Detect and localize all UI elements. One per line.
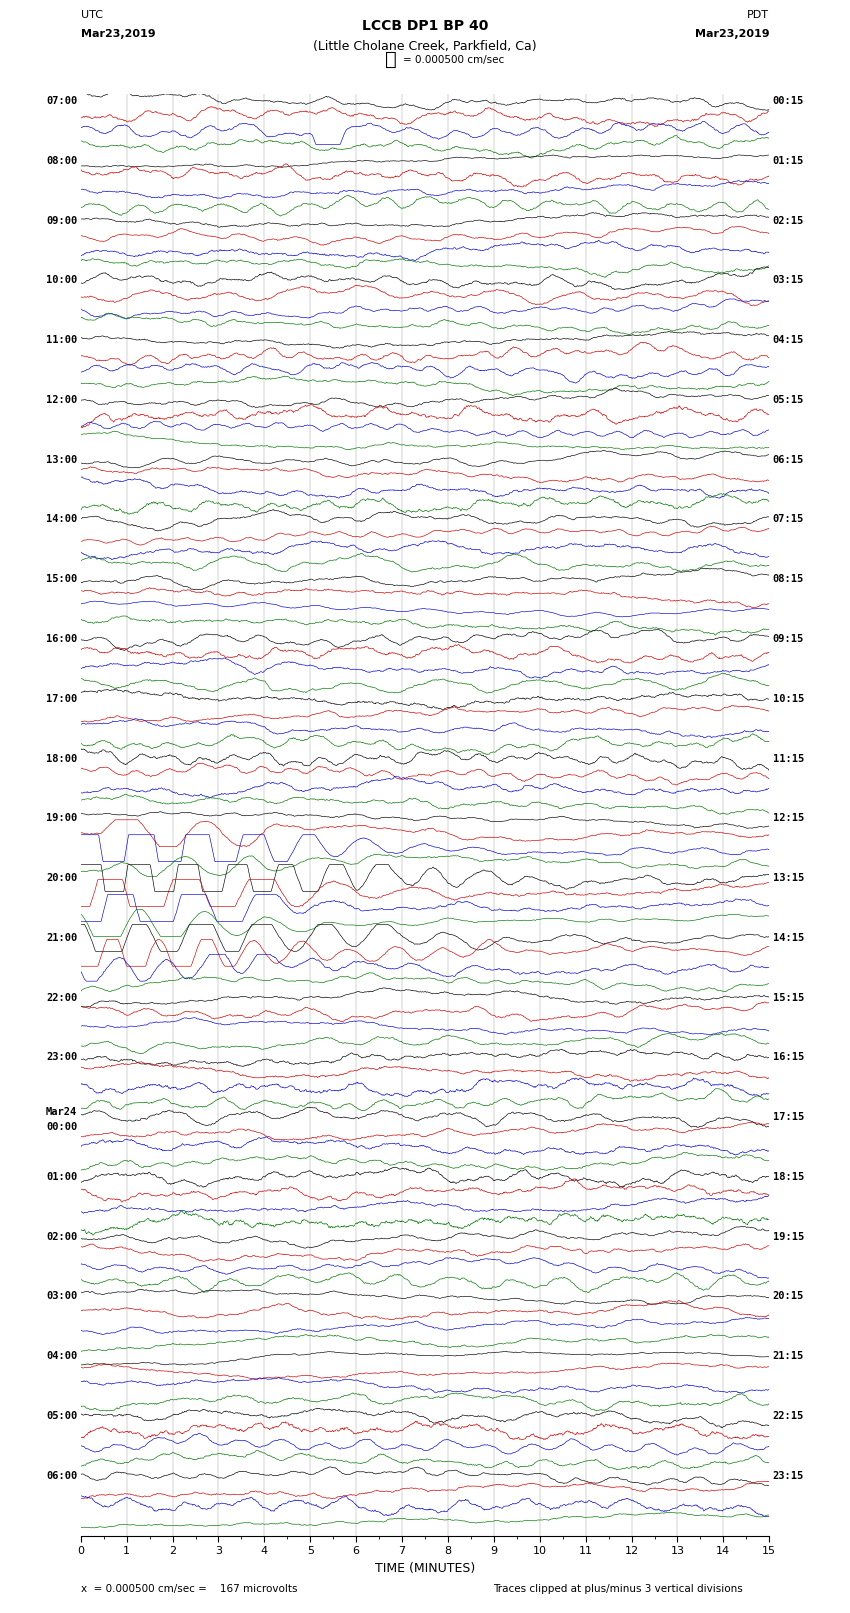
Text: x  = 0.000500 cm/sec =    167 microvolts: x = 0.000500 cm/sec = 167 microvolts bbox=[81, 1584, 298, 1594]
Text: 02:00: 02:00 bbox=[46, 1232, 77, 1242]
Text: (Little Cholane Creek, Parkfield, Ca): (Little Cholane Creek, Parkfield, Ca) bbox=[313, 40, 537, 53]
Text: 02:15: 02:15 bbox=[773, 216, 804, 226]
Text: 12:15: 12:15 bbox=[773, 813, 804, 823]
Text: 06:15: 06:15 bbox=[773, 455, 804, 465]
Text: 11:15: 11:15 bbox=[773, 753, 804, 763]
Text: 15:15: 15:15 bbox=[773, 992, 804, 1003]
Text: 11:00: 11:00 bbox=[46, 336, 77, 345]
Text: LCCB DP1 BP 40: LCCB DP1 BP 40 bbox=[362, 19, 488, 34]
Text: 16:15: 16:15 bbox=[773, 1052, 804, 1063]
Text: = 0.000500 cm/sec: = 0.000500 cm/sec bbox=[403, 55, 504, 65]
Text: 23:00: 23:00 bbox=[46, 1052, 77, 1063]
Text: 03:00: 03:00 bbox=[46, 1292, 77, 1302]
Text: 17:15: 17:15 bbox=[773, 1113, 804, 1123]
Text: 18:00: 18:00 bbox=[46, 753, 77, 763]
Text: 04:15: 04:15 bbox=[773, 336, 804, 345]
Text: 22:00: 22:00 bbox=[46, 992, 77, 1003]
Text: Mar23,2019: Mar23,2019 bbox=[81, 29, 156, 39]
Text: 19:15: 19:15 bbox=[773, 1232, 804, 1242]
Text: ⏐: ⏐ bbox=[385, 50, 397, 69]
Text: 00:00: 00:00 bbox=[46, 1123, 77, 1132]
Text: 09:15: 09:15 bbox=[773, 634, 804, 644]
Text: 01:00: 01:00 bbox=[46, 1173, 77, 1182]
Text: 03:15: 03:15 bbox=[773, 276, 804, 286]
Text: 13:00: 13:00 bbox=[46, 455, 77, 465]
Text: 07:00: 07:00 bbox=[46, 97, 77, 106]
Text: 08:00: 08:00 bbox=[46, 156, 77, 166]
Text: Mar23,2019: Mar23,2019 bbox=[694, 29, 769, 39]
Text: Traces clipped at plus/minus 3 vertical divisions: Traces clipped at plus/minus 3 vertical … bbox=[493, 1584, 743, 1594]
Text: Mar24: Mar24 bbox=[46, 1108, 77, 1118]
Text: 20:15: 20:15 bbox=[773, 1292, 804, 1302]
Text: 15:00: 15:00 bbox=[46, 574, 77, 584]
Text: 17:00: 17:00 bbox=[46, 694, 77, 703]
Text: 06:00: 06:00 bbox=[46, 1471, 77, 1481]
Text: PDT: PDT bbox=[747, 10, 769, 19]
Text: 16:00: 16:00 bbox=[46, 634, 77, 644]
Text: 12:00: 12:00 bbox=[46, 395, 77, 405]
Text: 05:00: 05:00 bbox=[46, 1411, 77, 1421]
Text: 21:00: 21:00 bbox=[46, 932, 77, 944]
Text: UTC: UTC bbox=[81, 10, 103, 19]
Text: 07:15: 07:15 bbox=[773, 515, 804, 524]
Text: 23:15: 23:15 bbox=[773, 1471, 804, 1481]
Text: 18:15: 18:15 bbox=[773, 1173, 804, 1182]
Text: 05:15: 05:15 bbox=[773, 395, 804, 405]
Text: 10:00: 10:00 bbox=[46, 276, 77, 286]
Text: 13:15: 13:15 bbox=[773, 873, 804, 882]
Text: 09:00: 09:00 bbox=[46, 216, 77, 226]
Text: 20:00: 20:00 bbox=[46, 873, 77, 882]
Text: 14:00: 14:00 bbox=[46, 515, 77, 524]
Text: 14:15: 14:15 bbox=[773, 932, 804, 944]
Text: 22:15: 22:15 bbox=[773, 1411, 804, 1421]
X-axis label: TIME (MINUTES): TIME (MINUTES) bbox=[375, 1561, 475, 1574]
Text: 21:15: 21:15 bbox=[773, 1352, 804, 1361]
Text: 08:15: 08:15 bbox=[773, 574, 804, 584]
Text: 04:00: 04:00 bbox=[46, 1352, 77, 1361]
Text: 01:15: 01:15 bbox=[773, 156, 804, 166]
Text: 00:15: 00:15 bbox=[773, 97, 804, 106]
Text: 19:00: 19:00 bbox=[46, 813, 77, 823]
Text: 10:15: 10:15 bbox=[773, 694, 804, 703]
